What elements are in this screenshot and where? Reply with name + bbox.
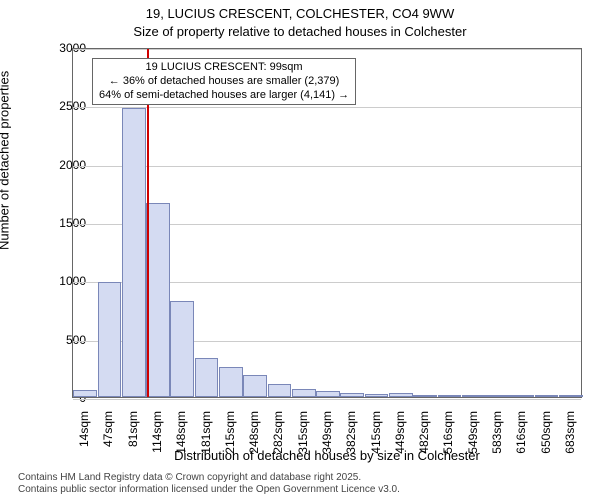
histogram-bar bbox=[243, 375, 267, 397]
histogram-bar bbox=[438, 395, 462, 397]
annotation-line2: ← 36% of detached houses are smaller (2,… bbox=[99, 75, 349, 89]
histogram-bar bbox=[510, 395, 534, 397]
histogram-bar bbox=[292, 389, 316, 397]
footer-credits: Contains HM Land Registry data © Crown c… bbox=[18, 472, 400, 496]
histogram-bar bbox=[219, 367, 243, 397]
histogram-bar bbox=[146, 203, 170, 397]
annotation-line3: 64% of semi-detached houses are larger (… bbox=[99, 89, 349, 103]
histogram-bar bbox=[122, 108, 146, 397]
x-axis-label: Distribution of detached houses by size … bbox=[72, 448, 582, 463]
footer-line2: Contains public sector information licen… bbox=[18, 484, 400, 496]
chart-title-sub: Size of property relative to detached ho… bbox=[0, 24, 600, 39]
histogram-bar bbox=[98, 282, 122, 398]
histogram-bar bbox=[170, 301, 194, 397]
histogram-bar bbox=[535, 395, 559, 397]
histogram-bar bbox=[559, 395, 583, 397]
gridline bbox=[73, 399, 581, 400]
histogram-bar bbox=[340, 393, 364, 397]
histogram-bar bbox=[389, 393, 413, 397]
chart-title-main: 19, LUCIUS CRESCENT, COLCHESTER, CO4 9WW bbox=[0, 6, 600, 21]
histogram-bar bbox=[365, 394, 389, 397]
chart-container: 19, LUCIUS CRESCENT, COLCHESTER, CO4 9WW… bbox=[0, 0, 600, 500]
histogram-bar bbox=[316, 391, 340, 397]
histogram-bar bbox=[413, 395, 437, 397]
footer-line1: Contains HM Land Registry data © Crown c… bbox=[18, 472, 400, 484]
histogram-bar bbox=[268, 384, 292, 397]
histogram-bar bbox=[73, 390, 97, 397]
y-axis-label: Number of detached properties bbox=[0, 71, 12, 250]
annotation-callout: 19 LUCIUS CRESCENT: 99sqm ← 36% of detac… bbox=[92, 58, 356, 105]
annotation-line1: 19 LUCIUS CRESCENT: 99sqm bbox=[99, 61, 349, 75]
histogram-bar bbox=[462, 395, 486, 397]
histogram-bar bbox=[486, 395, 510, 397]
histogram-bar bbox=[195, 358, 219, 397]
